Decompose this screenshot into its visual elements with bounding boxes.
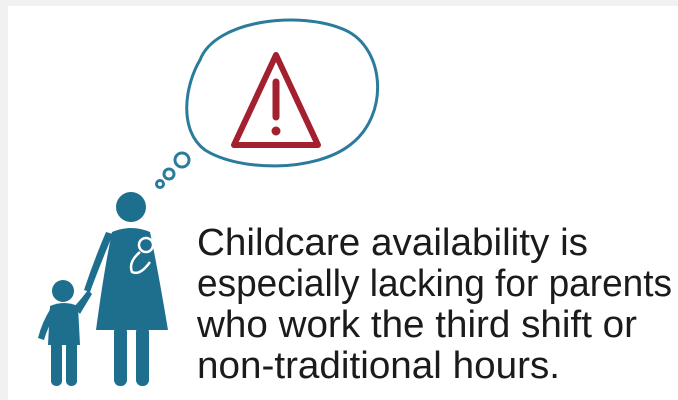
child-leg: [51, 340, 62, 386]
exclamation-dot: [273, 128, 279, 134]
message-line: Childcare availability is: [197, 222, 588, 264]
message-line: who work the third shift or: [196, 304, 637, 346]
child-leg: [66, 340, 77, 386]
mother-leg: [114, 326, 127, 386]
child-head: [52, 280, 74, 302]
message-line: especially lacking for parents: [197, 263, 672, 305]
mother-leg: [136, 326, 149, 386]
infographic: Childcare availability is especially lac…: [0, 0, 678, 400]
page: Childcare availability is especially lac…: [0, 0, 678, 400]
mother-head: [116, 192, 146, 222]
message-line: non-traditional hours.: [197, 345, 560, 387]
child-body: [48, 303, 80, 345]
